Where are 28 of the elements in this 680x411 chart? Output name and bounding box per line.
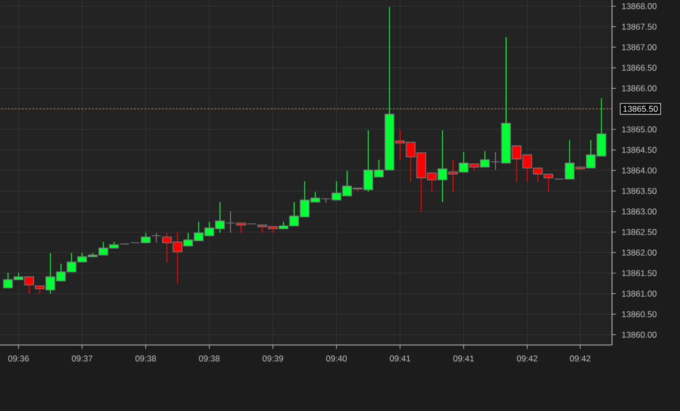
- y-tick-label: 13863.00: [622, 208, 657, 215]
- x-tick-label: 09:42: [570, 356, 590, 362]
- y-tick-label: 13860.00: [622, 332, 657, 338]
- x-tick-label: 09:38: [135, 356, 156, 362]
- y-tick-label: 13862.50: [622, 229, 657, 236]
- y-tick-label: 13865.00: [622, 126, 657, 132]
- y-tick-label: 13866.50: [622, 64, 657, 71]
- y-tick-label: 13867.00: [622, 44, 657, 50]
- y-tick-label: 13862.00: [622, 250, 657, 256]
- y-tick-label: 13863.50: [622, 188, 657, 194]
- x-tick-label: 09:38: [199, 356, 220, 362]
- y-tick-label: 13868.00: [622, 3, 657, 10]
- candlestick: [151, 232, 162, 244]
- y-tick-label: 13864.50: [622, 146, 657, 153]
- x-tick-label: 09:41: [390, 356, 410, 362]
- x-tick-label: 09:39: [262, 356, 284, 362]
- y-tick-label: 13864.00: [622, 167, 657, 174]
- y-tick-label: 13860.50: [622, 311, 657, 318]
- ref-line-label: 13865.50: [623, 106, 658, 112]
- y-tick-label: 13861.00: [622, 290, 657, 297]
- y-tick-label: 13861.50: [622, 270, 657, 276]
- y-tick-label: 13867.50: [622, 24, 657, 30]
- x-tick-label: 09:42: [516, 356, 538, 362]
- x-tick-label: 09:40: [326, 356, 347, 362]
- x-tick-label: 09:37: [72, 356, 92, 362]
- x-tick-label: 09:36: [8, 356, 29, 362]
- x-tick-label: 09:41: [453, 356, 474, 362]
- y-tick-label: 13866.00: [622, 85, 657, 92]
